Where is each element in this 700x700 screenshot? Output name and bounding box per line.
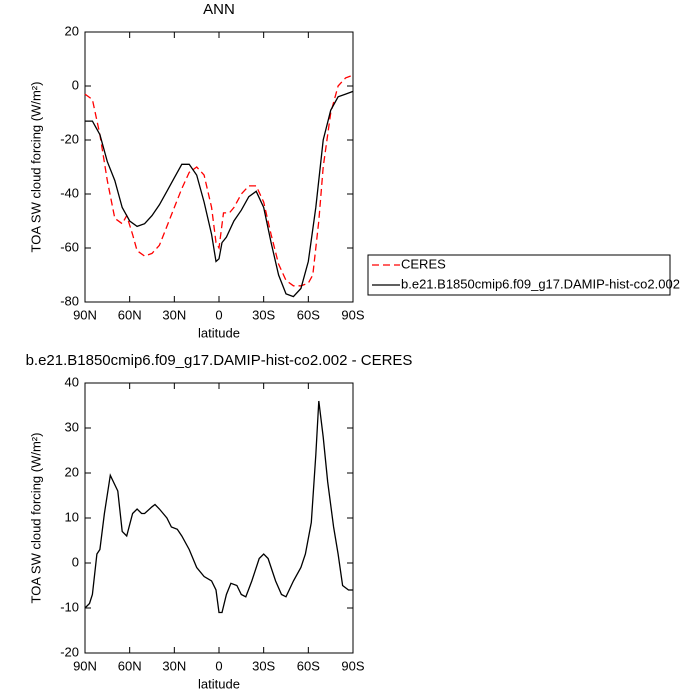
legend-box <box>367 254 671 296</box>
y-tick-label: 20 <box>65 23 79 38</box>
y-tick-label: -80 <box>60 293 79 308</box>
y-tick-label: 10 <box>65 509 79 524</box>
x-tick-label: 90N <box>73 658 97 673</box>
x-tick-label: 30N <box>162 307 186 322</box>
y-tick-label: 30 <box>65 419 79 434</box>
x-axis-label: latitude <box>198 676 240 691</box>
y-tick-label: 40 <box>65 374 79 389</box>
x-axis-label: latitude <box>198 325 240 340</box>
x-tick-label: 0 <box>215 658 222 673</box>
x-tick-label: 90S <box>341 307 364 322</box>
y-tick-label: 0 <box>72 554 79 569</box>
y-tick-label: -20 <box>60 644 79 659</box>
y-tick-label: 20 <box>65 464 79 479</box>
x-tick-label: 30N <box>162 658 186 673</box>
x-tick-label: 60N <box>118 307 142 322</box>
x-tick-label: 60S <box>297 307 320 322</box>
legend-label: CERES <box>401 256 446 271</box>
data-line <box>84 400 353 614</box>
y-tick-label: -20 <box>60 131 79 146</box>
x-tick-label: 0 <box>215 307 222 322</box>
x-tick-label: 90S <box>341 658 364 673</box>
y-tick-label: -60 <box>60 239 79 254</box>
x-tick-label: 30S <box>252 307 275 322</box>
x-tick-label: 60N <box>118 658 142 673</box>
y-tick-label: 0 <box>72 77 79 92</box>
x-tick-label: 90N <box>73 307 97 322</box>
y-tick-label: -10 <box>60 599 79 614</box>
y-axis-label: TOA SW cloud forcing (W/m²) <box>28 433 43 604</box>
x-tick-label: 60S <box>297 658 320 673</box>
legend-label: b.e21.B1850cmip6.f09_g17.DAMIP-hist-co2.… <box>401 276 680 291</box>
chart-title: ANN <box>203 1 235 18</box>
y-axis-label: TOA SW cloud forcing (W/m²) <box>28 82 43 253</box>
chart-title: b.e21.B1850cmip6.f09_g17.DAMIP-hist-co2.… <box>26 352 413 369</box>
x-tick-label: 30S <box>252 658 275 673</box>
plot-frame <box>84 31 354 303</box>
y-tick-label: -40 <box>60 185 79 200</box>
data-line <box>85 90 354 298</box>
data-line <box>84 74 354 287</box>
